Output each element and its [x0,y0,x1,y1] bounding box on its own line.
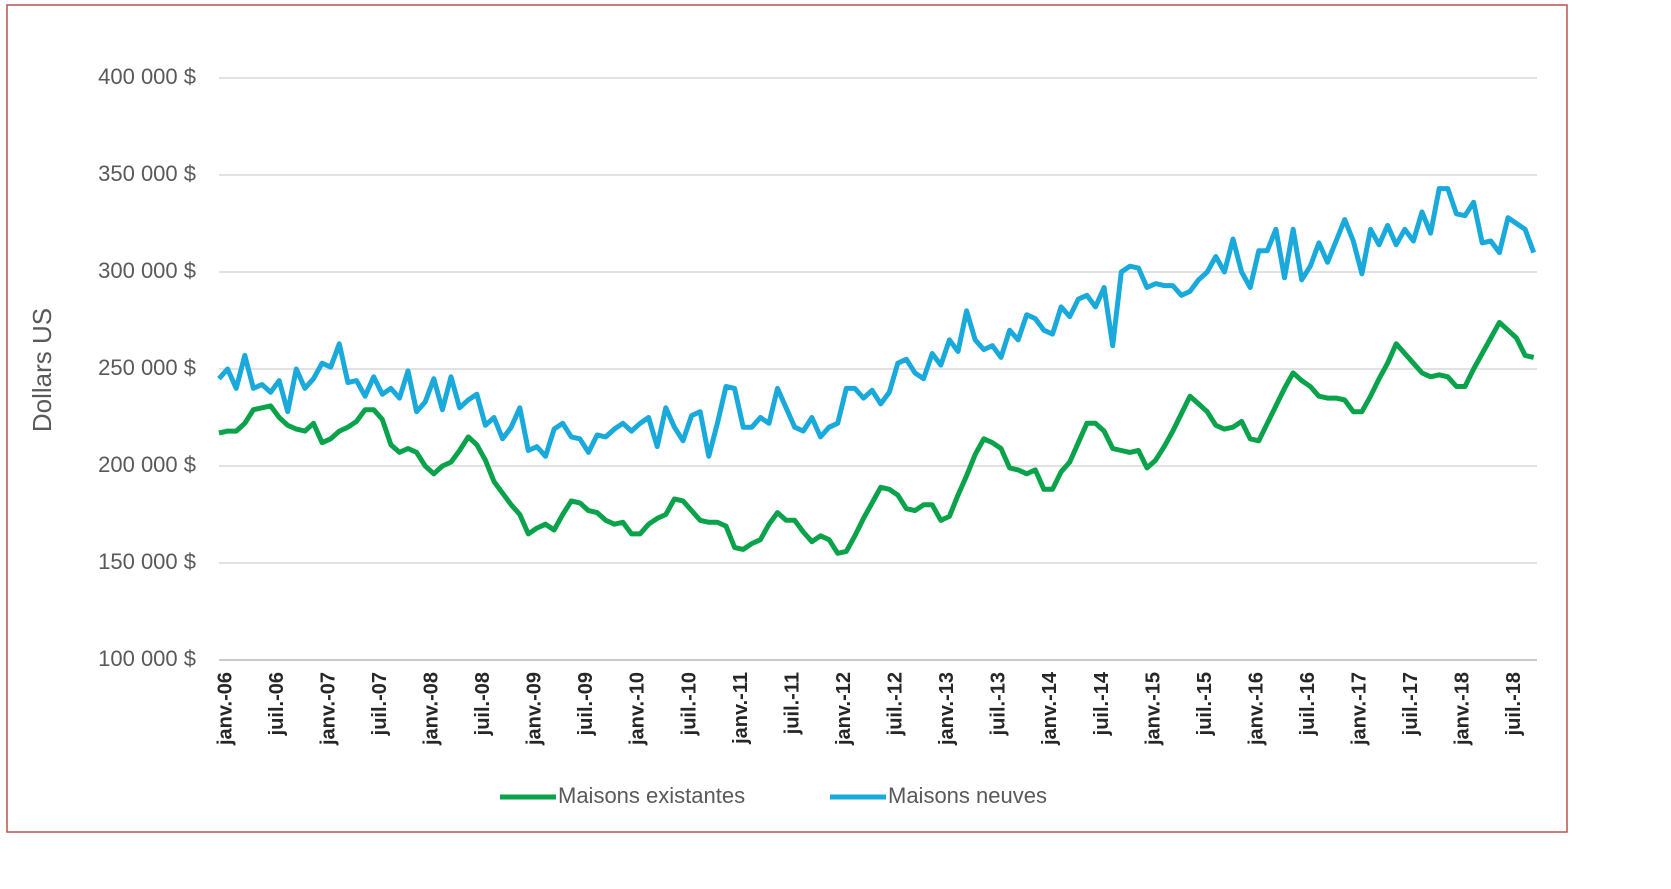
x-tick-label: janv.-17 [1349,672,1371,746]
y-tick-label: 400 000 $ [98,64,196,89]
x-tick-label: juil.-06 [266,672,288,736]
legend-label: Maisons existantes [558,783,745,808]
x-tick-label: janv.-12 [833,672,855,746]
chart-frame [6,4,1568,833]
y-tick-label: 300 000 $ [98,258,196,283]
x-tick-label: juil.-07 [369,672,391,736]
x-tick-label: janv.-11 [730,672,752,745]
x-tick-label: juil.-10 [678,672,700,736]
y-tick-label: 350 000 $ [98,161,196,186]
x-tick-label: janv.-08 [421,672,443,746]
x-tick-label: janv.-13 [936,672,958,746]
y-tick-label: 100 000 $ [98,646,196,671]
x-tick-label: janv.-18 [1452,672,1474,746]
x-tick-label: juil.-16 [1297,672,1319,736]
legend-label: Maisons neuves [888,783,1047,808]
y-tick-label: 200 000 $ [98,452,196,477]
x-tick-label: janv.-06 [214,672,236,746]
x-tick-label: janv.-15 [1142,672,1164,746]
y-tick-label: 150 000 $ [98,549,196,574]
series-line [218,319,1535,556]
x-tick-label: juil.-11 [781,672,803,735]
x-tick-label: janv.-16 [1245,672,1267,746]
x-tick-label: juil.-08 [472,672,494,736]
x-tick-label: juil.-12 [885,672,907,736]
x-tick-label: janv.-07 [317,672,339,746]
x-tick-label: juil.-13 [988,672,1010,736]
x-tick-label: janv.-09 [524,672,546,746]
y-tick-label: 250 000 $ [98,355,196,380]
x-tick-label: juil.-18 [1503,672,1525,736]
series-line [217,186,1537,459]
x-tick-label: juil.-09 [575,672,597,736]
x-tick-label: janv.-14 [1039,671,1061,746]
x-tick-label: janv.-10 [627,672,649,746]
x-tick-label: juil.-14 [1091,671,1113,736]
y-axis-label: Dollars US [27,308,57,432]
x-tick-label: juil.-15 [1194,672,1216,736]
x-tick-label: juil.-17 [1400,672,1422,736]
